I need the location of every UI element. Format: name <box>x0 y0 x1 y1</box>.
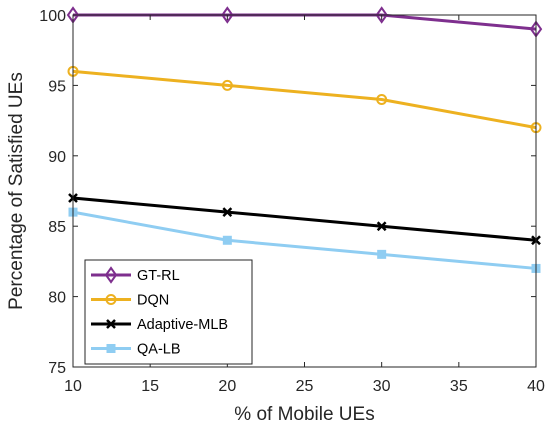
series-adaptive-mlb <box>68 193 541 246</box>
x-tick-label: 35 <box>450 378 468 395</box>
legend-marker <box>104 266 118 284</box>
y-tick-label: 100 <box>39 8 66 25</box>
legend-marker <box>106 319 116 329</box>
data-point <box>222 235 232 245</box>
x-tick-label: 10 <box>64 378 82 395</box>
x-tick-label: 30 <box>373 378 391 395</box>
y-axis-label: Percentage of Satisfied UEs <box>6 72 27 310</box>
x-tick-label: 25 <box>296 378 314 395</box>
legend-item: DQN <box>91 293 169 309</box>
y-tick-label: 80 <box>48 290 66 307</box>
y-tick-label: 90 <box>48 149 66 166</box>
x-tick-label: 40 <box>527 378 545 395</box>
legend-label: QA-LB <box>137 342 181 358</box>
plot-frame <box>72 14 537 368</box>
legend-label: GT-RL <box>137 268 180 284</box>
legend-marker <box>106 344 116 353</box>
data-point <box>221 6 234 24</box>
legend-item: GT-RL <box>91 266 180 284</box>
legend-item: Adaptive-MLB <box>91 317 228 333</box>
series-line <box>72 210 537 270</box>
legend-label: DQN <box>137 293 169 309</box>
legend: GT-RL DQN Adaptive-MLB QA-LB <box>84 259 253 365</box>
data-point <box>377 249 387 259</box>
data-point <box>221 79 233 91</box>
data-point <box>376 93 388 105</box>
y-tick-label: 85 <box>48 219 66 236</box>
ticks-layer: 10 15 20 25 30 35 40 75 80 85 90 95 100 <box>39 8 545 395</box>
x-axis-label: % of Mobile UEs <box>234 404 374 425</box>
legend-item: QA-LB <box>91 342 181 358</box>
data-point <box>222 207 233 218</box>
series-line <box>72 196 537 242</box>
series-line <box>72 69 537 130</box>
x-tick-label: 15 <box>141 378 159 395</box>
data-point <box>376 221 387 232</box>
x-tick-label: 20 <box>218 378 236 395</box>
y-tick-label: 95 <box>48 78 66 95</box>
legend-marker <box>105 294 117 305</box>
data-point <box>375 6 388 24</box>
y-tick-label: 75 <box>48 360 66 377</box>
legend-label: Adaptive-MLB <box>137 317 228 333</box>
